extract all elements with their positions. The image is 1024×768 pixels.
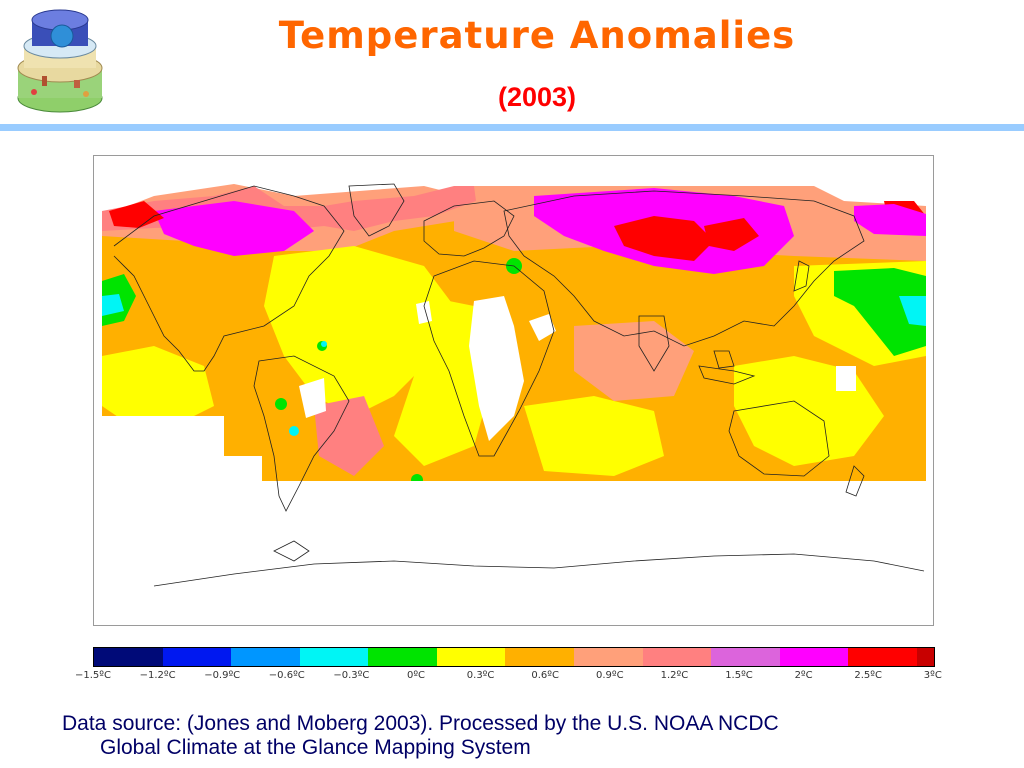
- legend-tick-label: 0.3ºC: [466, 670, 495, 681]
- anomaly-region: [899, 296, 926, 326]
- anomaly-region: [102, 294, 124, 316]
- legend-tick-label: 2ºC: [794, 670, 813, 681]
- anomaly-region: [834, 268, 926, 356]
- legend-tick-label: −0.3ºC: [333, 670, 370, 681]
- legend-swatch: [505, 648, 575, 666]
- legend-tick-label: −1.2ºC: [139, 670, 176, 681]
- legend-tick-label: 3ºC: [923, 670, 942, 681]
- no-data-region: [836, 366, 856, 391]
- anomaly-region: [109, 201, 164, 228]
- page-title: Temperature Anomalies: [278, 14, 796, 57]
- no-data-region: [94, 481, 933, 625]
- legend-tick-label: 0.9ºC: [595, 670, 624, 681]
- legend-swatch: [711, 648, 780, 666]
- no-data-region: [102, 416, 262, 481]
- temperature-anomaly-map: [93, 155, 934, 626]
- legend-swatch: [436, 648, 506, 666]
- data-source-line-1: Data source: (Jones and Moberg 2003). Pr…: [62, 712, 779, 735]
- stacked-globe-logo-icon: [17, 9, 103, 113]
- no-data-region: [529, 314, 556, 341]
- anomaly-region: [264, 246, 454, 416]
- data-source-note: Data source: (Jones and Moberg 2003). Pr…: [62, 712, 1002, 760]
- legend-tick-label: 2.5ºC: [854, 670, 882, 681]
- legend-tick-label: 0.6ºC: [531, 670, 559, 681]
- no-data-region: [299, 378, 326, 418]
- anomaly-region: [289, 426, 299, 436]
- color-scale-ticks: −1.5ºC −1.2ºC −0.9ºC −0.6ºC −0.3ºC 0ºC 0.3ºC 0.…: [60, 670, 960, 686]
- anomaly-region: [154, 201, 314, 256]
- anomaly-region: [704, 218, 759, 251]
- data-source-line-2: Global Climate at the Glance Mapping Sys…: [100, 736, 531, 759]
- anomaly-region: [574, 321, 694, 401]
- legend-swatch: [848, 648, 917, 666]
- legend-swatch: [779, 648, 849, 666]
- anomaly-region: [314, 396, 384, 476]
- legend-swatch: [162, 648, 232, 666]
- legend-swatch: [574, 648, 643, 666]
- legend-swatch: [368, 648, 437, 666]
- world-map-canvas: [94, 183, 933, 625]
- legend-tick-label: 0ºC: [406, 670, 426, 681]
- legend-swatch: [299, 648, 369, 666]
- no-data-region: [469, 296, 524, 441]
- anomaly-region: [321, 341, 327, 347]
- anomaly-region: [854, 204, 926, 236]
- legend-tick-label: −0.6ºC: [268, 670, 305, 681]
- legend-swatch: [94, 648, 163, 666]
- legend-tick-label: −0.9ºC: [204, 670, 241, 681]
- legend-swatch: [231, 648, 300, 666]
- page-subtitle: (2003): [497, 82, 577, 112]
- header-divider: [0, 124, 1024, 131]
- legend-swatch: [916, 648, 935, 666]
- anomaly-region: [614, 216, 714, 261]
- no-data-region: [264, 481, 324, 516]
- anomaly-region: [524, 396, 664, 476]
- anomaly-region: [394, 296, 494, 466]
- anomaly-region: [102, 346, 214, 426]
- no-data-region: [416, 301, 432, 324]
- legend-tick-label: −1.5ºC: [75, 670, 111, 681]
- color-scale-legend: [93, 647, 935, 667]
- anomaly-region: [275, 398, 287, 410]
- coastlines: [113, 183, 925, 587]
- legend-tick-label: 1.5ºC: [725, 670, 753, 681]
- legend-swatch: [642, 648, 712, 666]
- legend-tick-label: 1.2ºC: [660, 670, 689, 681]
